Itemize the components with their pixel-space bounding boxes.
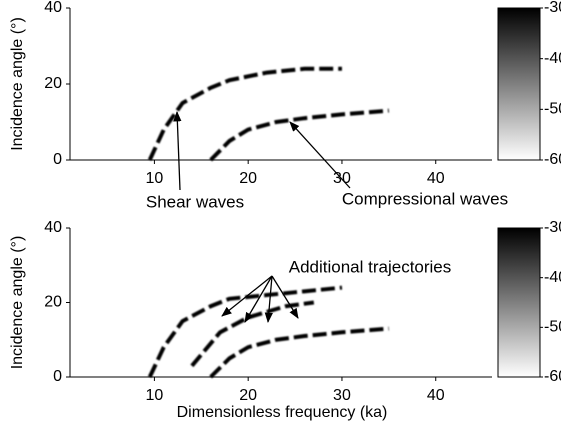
y-axis-label: Incidence angle (°)	[9, 236, 26, 370]
arrow	[289, 121, 351, 189]
colorbar-tick-label: -40	[544, 269, 561, 286]
annotation: Compressional waves	[342, 189, 508, 208]
x-tick-label: 30	[333, 387, 351, 404]
colorbar-tick-label: -50	[544, 101, 561, 118]
y-tick-label: 20	[44, 294, 62, 311]
annotation: Shear waves	[146, 192, 244, 211]
annotation-arrows	[173, 110, 351, 324]
plot-area	[70, 8, 492, 160]
arrow	[264, 275, 273, 324]
y-tick-label: 40	[44, 0, 62, 16]
trajectory	[147, 285, 343, 378]
colorbar-tick-label: -60	[544, 151, 561, 168]
trajectory	[209, 326, 390, 379]
x-tick-label: 40	[427, 387, 445, 404]
colorbar	[497, 7, 541, 161]
trajectory	[209, 108, 390, 162]
trajectory	[190, 300, 315, 368]
y-tick-label: 40	[44, 219, 62, 236]
x-tick-label: 10	[146, 387, 164, 404]
x-tick-label: 40	[427, 170, 445, 187]
arrow	[173, 110, 182, 191]
colorbar-tick-label: -40	[544, 50, 561, 67]
annotation: Additional trajectories	[289, 257, 452, 276]
y-tick-label: 0	[53, 151, 62, 168]
colorbar	[497, 227, 541, 378]
trajectory	[147, 66, 342, 161]
x-tick-label: 20	[239, 387, 257, 404]
colorbar-tick-label: -50	[544, 319, 561, 336]
y-tick-label: 0	[53, 368, 62, 385]
x-axis-label: Dimensionless frequency (ka)	[177, 404, 388, 421]
arrow	[271, 275, 299, 319]
y-axis-label: Incidence angle (°)	[9, 17, 26, 151]
x-tick-label: 10	[146, 170, 164, 187]
x-tick-label: 20	[239, 170, 257, 187]
colorbar-tick-label: -60	[544, 368, 561, 385]
arrow	[244, 275, 273, 323]
colorbar-tick-label: -30	[544, 0, 561, 16]
y-tick-label: 20	[44, 75, 62, 92]
plot-area	[70, 228, 492, 377]
colorbar-tick-label: -30	[544, 219, 561, 236]
arrow	[221, 275, 273, 317]
